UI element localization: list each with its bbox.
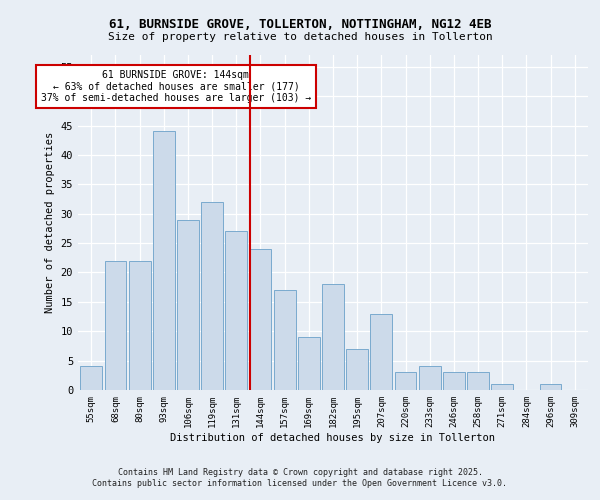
Bar (201, 202, 223, 390)
Bar (226, 232, 247, 390)
Bar (443, 372, 465, 390)
Bar (80, 366, 102, 390)
Bar (153, 132, 175, 390)
Bar (250, 249, 271, 390)
Bar (419, 366, 440, 390)
Text: Contains HM Land Registry data © Crown copyright and database right 2025.
Contai: Contains HM Land Registry data © Crown c… (92, 468, 508, 487)
Bar (539, 384, 562, 390)
Bar (322, 284, 344, 390)
Bar (491, 384, 513, 390)
X-axis label: Distribution of detached houses by size in Tollerton: Distribution of detached houses by size … (170, 432, 496, 442)
Y-axis label: Number of detached properties: Number of detached properties (45, 132, 55, 313)
Bar (274, 290, 296, 390)
Bar (104, 260, 127, 390)
Text: 61, BURNSIDE GROVE, TOLLERTON, NOTTINGHAM, NG12 4EB: 61, BURNSIDE GROVE, TOLLERTON, NOTTINGHA… (109, 18, 491, 30)
Bar (467, 372, 489, 390)
Bar (298, 337, 320, 390)
Bar (177, 220, 199, 390)
Bar (395, 372, 416, 390)
Bar (129, 260, 151, 390)
Bar (370, 314, 392, 390)
Text: 61 BURNSIDE GROVE: 144sqm
← 63% of detached houses are smaller (177)
37% of semi: 61 BURNSIDE GROVE: 144sqm ← 63% of detac… (41, 70, 311, 103)
Bar (346, 349, 368, 390)
Text: Size of property relative to detached houses in Tollerton: Size of property relative to detached ho… (107, 32, 493, 42)
